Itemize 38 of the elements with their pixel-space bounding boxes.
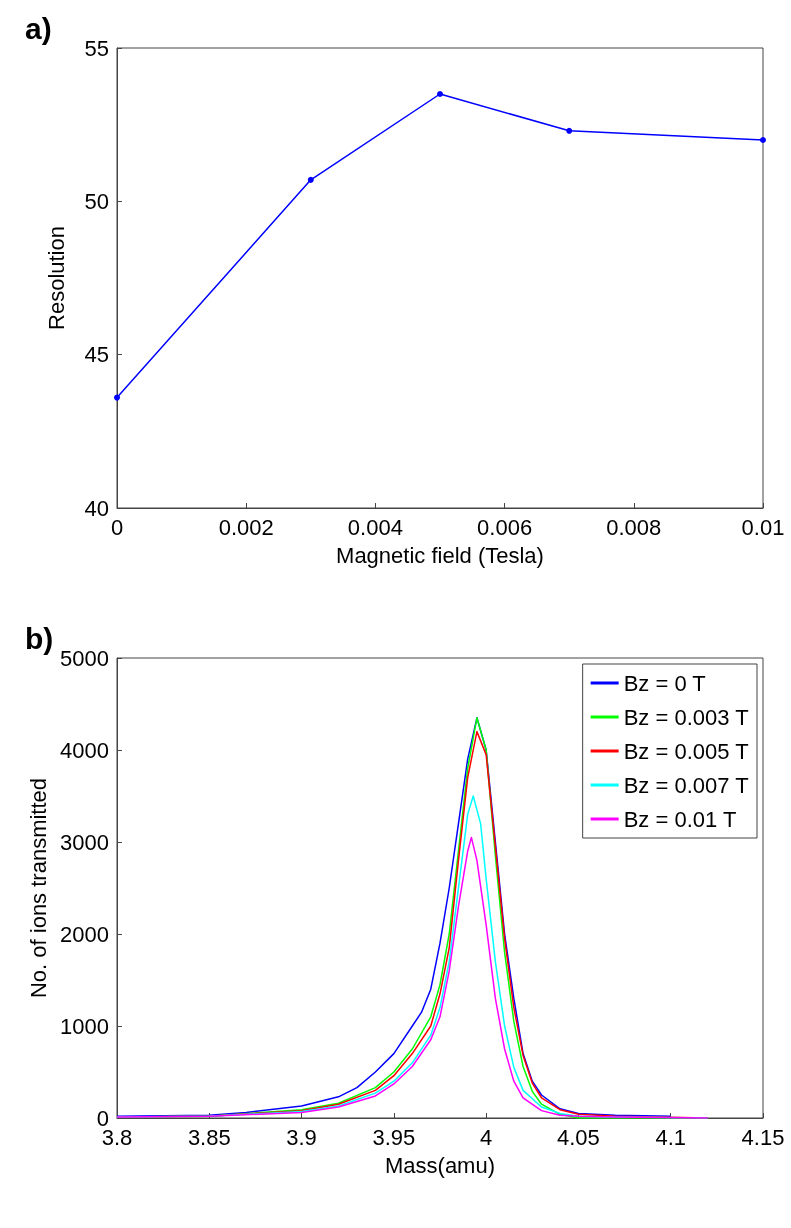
chart-title: b) [25,621,54,655]
point [114,394,120,401]
legend-label: Bz = 0 T [623,670,706,696]
point [307,176,314,183]
y-tick-label: 4000 [60,737,109,763]
y-tick-label: 2000 [60,921,109,947]
legend-label: Bz = 0.005 T [623,738,749,764]
y-axis-title: Resolution [43,226,69,330]
y-tick-label: 5000 [60,645,109,671]
legend-label: Bz = 0.01 T [623,806,737,832]
x-tick-label: 0.006 [477,514,533,540]
x-tick-label: 3.9 [286,1124,317,1150]
x-tick-label: 4.05 [557,1124,600,1150]
x-axis-title: Mass(amu) [384,1152,496,1178]
y-tick-label: 0 [96,1105,109,1131]
x-tick-label: 0.008 [606,514,662,540]
legend-label: Bz = 0.007 T [623,772,749,798]
x-tick-label: 0.01 [741,514,785,540]
y-tick-label: 55 [84,35,109,61]
point [437,91,443,97]
point [760,137,766,143]
x-tick-label: 4.15 [741,1124,785,1150]
x-tick-label: 0.002 [218,514,274,540]
y-tick-label: 3000 [60,829,109,855]
x-axis-title: Magnetic field (Tesla) [336,542,544,568]
legend-label: Bz = 0.003 T [623,704,749,730]
x-tick-label: 4 [480,1124,493,1150]
x-tick-label: 4.1 [655,1124,687,1150]
x-tick-label: 0.004 [347,514,403,540]
y-tick-label: 40 [84,495,109,521]
y-tick-label: 50 [84,188,109,214]
x-tick-label: 3.85 [187,1124,231,1150]
chart-title: a) [25,11,52,45]
point [566,127,573,134]
y-axis-title: No. of ions transmitted [25,777,51,999]
y-tick-label: 1000 [60,1013,109,1039]
x-tick-label: 3.95 [372,1124,416,1150]
y-tick-label: 45 [84,342,109,368]
